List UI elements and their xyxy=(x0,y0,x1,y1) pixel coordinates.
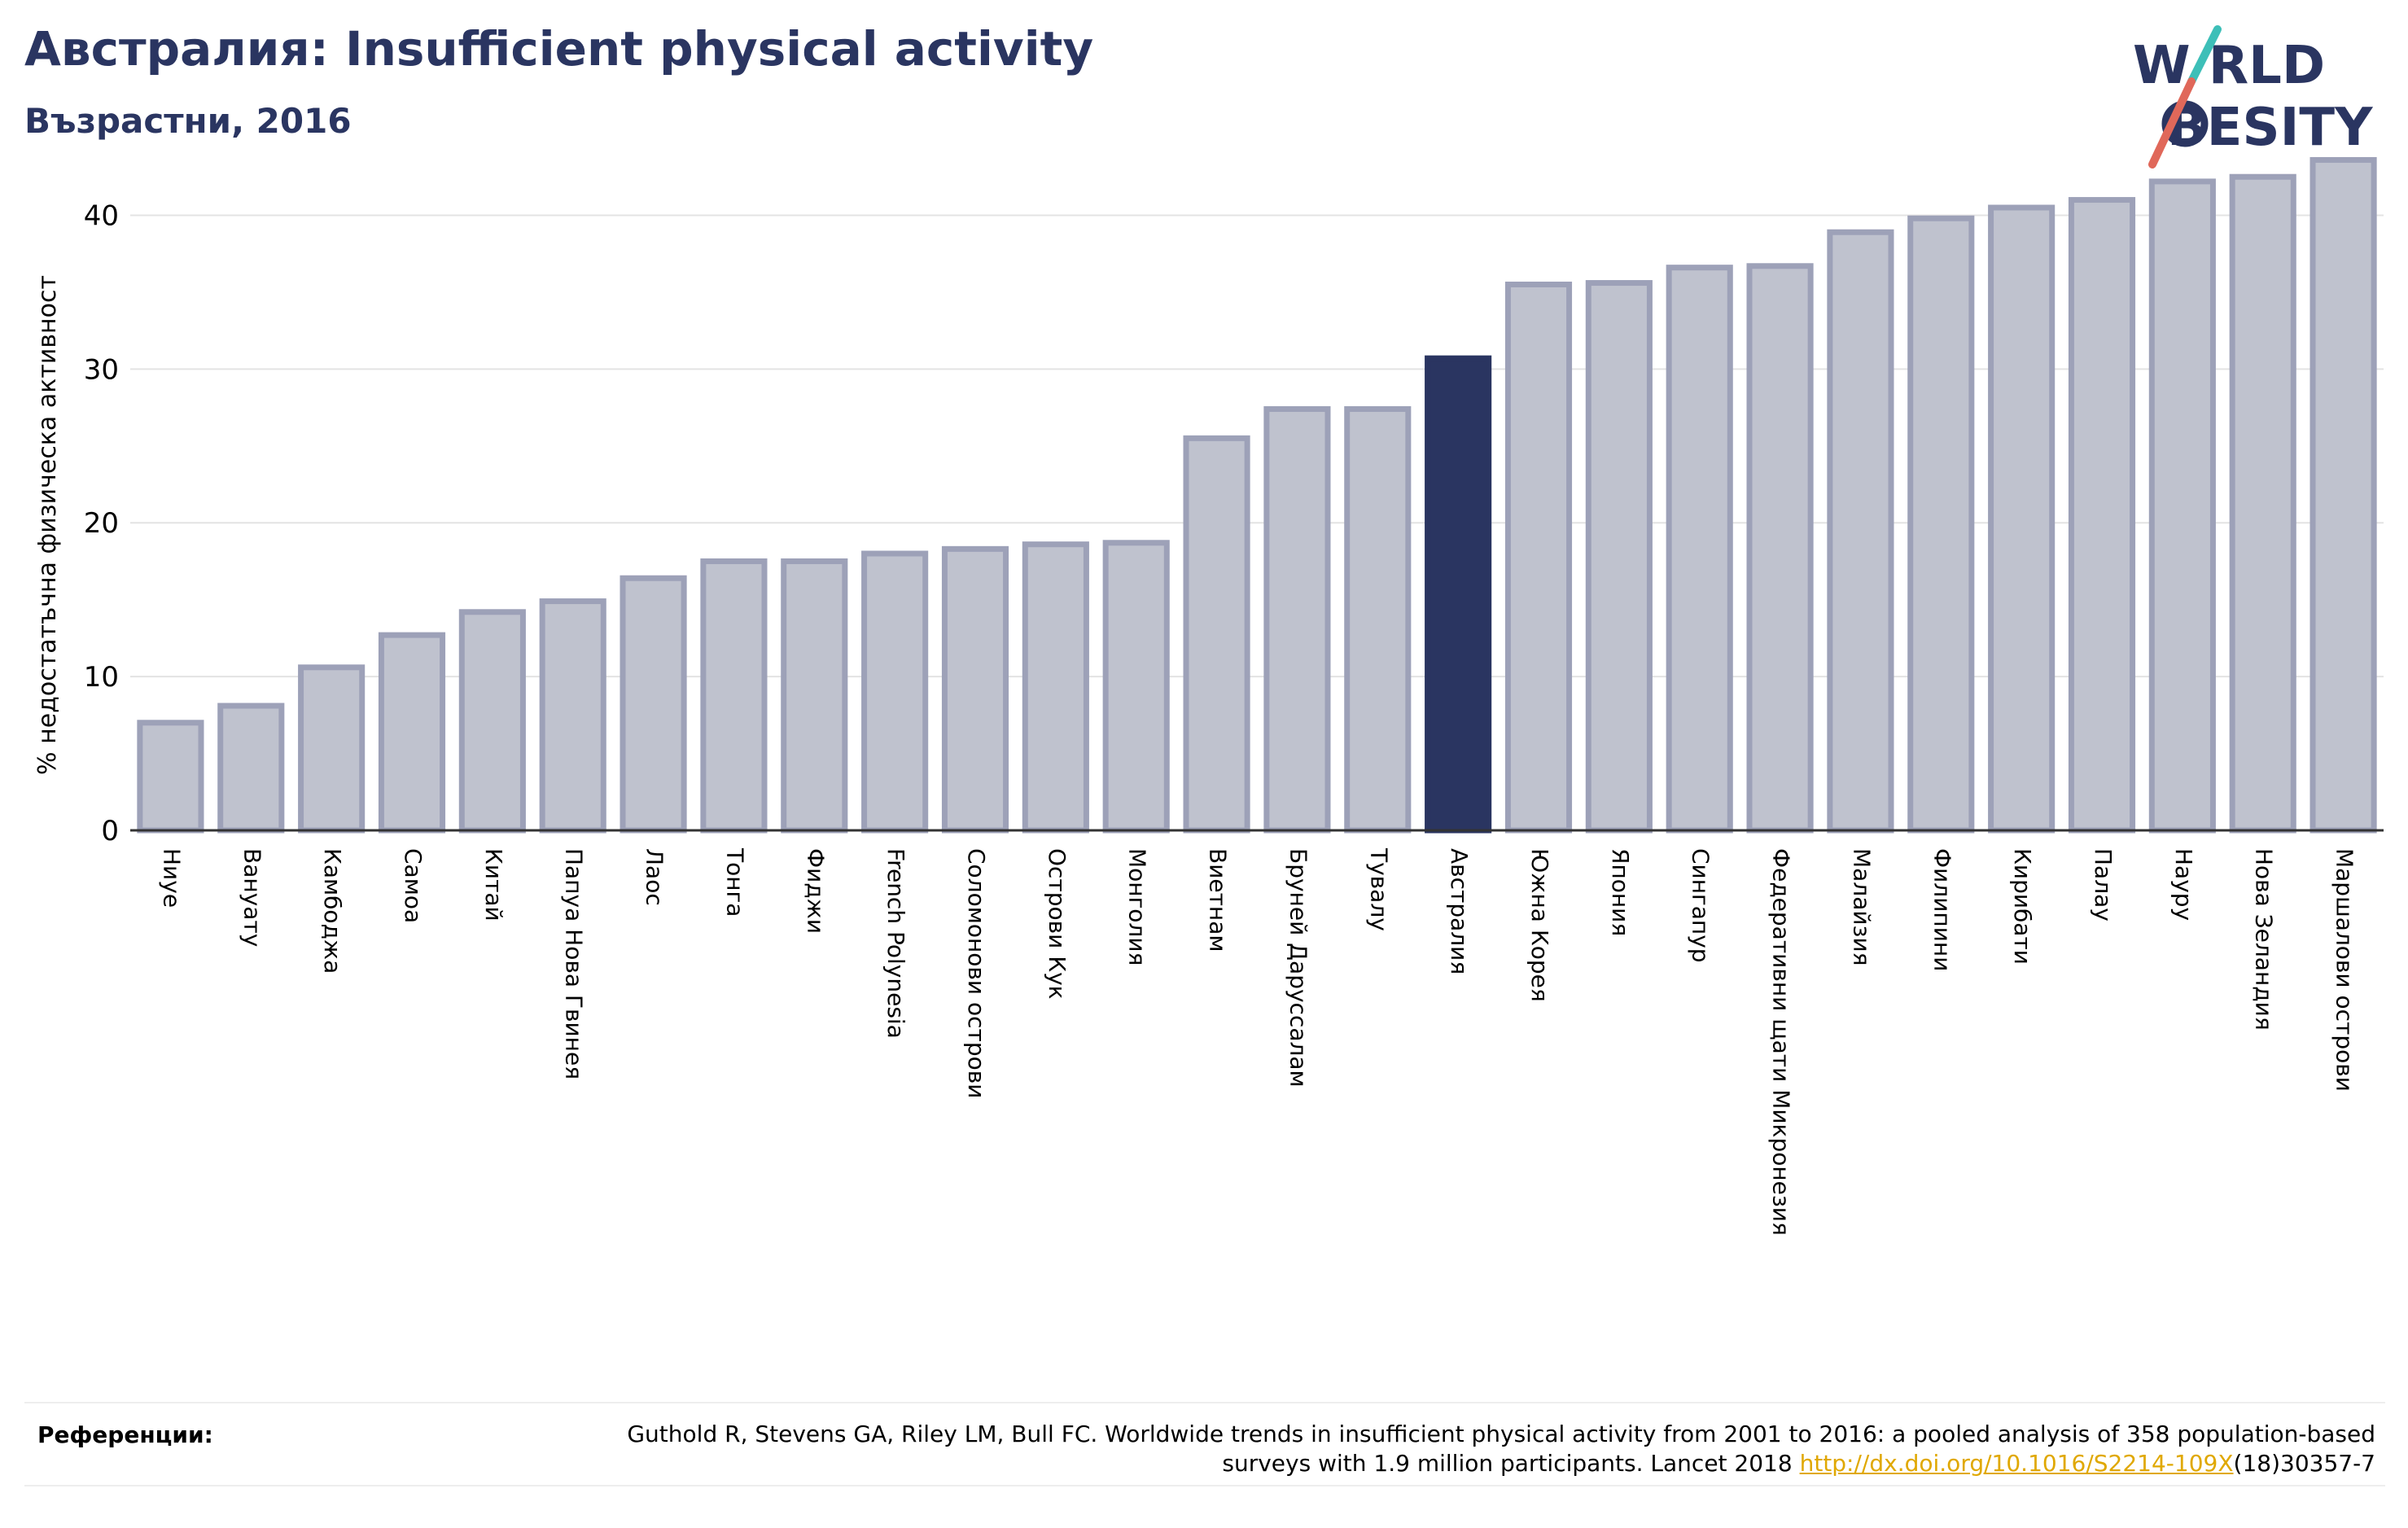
x-tick-label: Лаос xyxy=(641,848,668,906)
x-tick-label: Кирибати xyxy=(2009,848,2036,965)
x-tick-label: Китай xyxy=(480,848,507,922)
x-tick-label: Ниуе xyxy=(158,848,185,908)
bar-8 xyxy=(781,558,848,834)
references-doi-link[interactable]: http://dx.doi.org/10.1016/S2214-109X xyxy=(1799,1450,2234,1477)
x-tick-label: Палау xyxy=(2090,848,2117,922)
logo-slash-teal xyxy=(2187,25,2222,85)
bar-13 xyxy=(1183,435,1250,834)
footer-divider-top xyxy=(24,1402,2385,1403)
x-tick-label: Япония xyxy=(1607,848,1634,936)
bar-5 xyxy=(539,598,606,834)
footer-divider-bottom xyxy=(24,1485,2385,1486)
bar-7 xyxy=(700,558,768,834)
x-tick-label: Тонга xyxy=(721,847,748,917)
page-subtitle: Възрастни, 2016 xyxy=(24,101,352,141)
bar-16 xyxy=(1425,355,1492,834)
logo-line-1: W RLD xyxy=(2133,36,2325,96)
bar-14 xyxy=(1263,405,1331,834)
x-tick-label: Австралия xyxy=(1446,848,1473,974)
bar-6 xyxy=(620,575,687,834)
x-tick-label: Самоа xyxy=(400,848,427,923)
bar-21 xyxy=(1827,229,1894,834)
x-tick-label: Филипини xyxy=(1929,848,1955,971)
x-tick-label: Маршалови острови xyxy=(2331,848,2358,1092)
y-tick-label: 10 xyxy=(84,661,119,694)
bar-3 xyxy=(378,632,446,834)
page-title: Австралия: Insufficient physical activit… xyxy=(24,21,1094,77)
bar-10 xyxy=(941,545,1009,834)
bar-4 xyxy=(458,609,526,834)
bar-1 xyxy=(217,703,285,834)
x-tick-label: Нова Зеландия xyxy=(2251,848,2278,1031)
x-tick-label: Виетнам xyxy=(1205,848,1232,952)
x-tick-label: Вануату xyxy=(239,848,265,947)
bar-chart: 0 10 20 30 40 Ниуе Вануату Камбоджа Самоа Китай П… xyxy=(33,156,2384,1236)
x-tick-label: Острови Кук xyxy=(1044,848,1070,1000)
x-tick-label: Папуа Нова Гвинея xyxy=(561,848,588,1079)
x-tick-label: Тувалу xyxy=(1365,847,1392,931)
bar-2 xyxy=(298,664,366,834)
bar-17 xyxy=(1504,281,1573,834)
y-tick-label: 40 xyxy=(84,199,119,232)
x-tick-label: Южна Корея xyxy=(1526,848,1553,1002)
x-tick-label: Сингапур xyxy=(1688,848,1714,963)
bar-22 xyxy=(1907,215,1975,834)
x-tick-label: Науру xyxy=(2170,848,2197,921)
chart-bars xyxy=(137,156,2377,834)
references-label: Референции: xyxy=(37,1421,213,1448)
bar-19 xyxy=(1666,265,1733,834)
y-tick-label: 30 xyxy=(84,353,119,386)
y-tick-label: 0 xyxy=(101,815,119,847)
bar-24 xyxy=(2068,197,2136,834)
logo-slash-red xyxy=(2148,77,2196,169)
bar-25 xyxy=(2148,178,2216,834)
references-citation: Guthold R, Stevens GA, Riley LM, Bull FC… xyxy=(627,1421,2375,1477)
bar-12 xyxy=(1102,540,1170,834)
x-tick-label: Соломонови острови xyxy=(963,848,990,1098)
x-tick-label: Камбоджа xyxy=(319,848,346,974)
bar-18 xyxy=(1585,280,1653,834)
bar-0 xyxy=(137,720,204,834)
references-text: Guthold R, Stevens GA, Riley LM, Bull FC… xyxy=(584,1420,2375,1478)
y-axis-label: % недостатъчна физическа активност xyxy=(33,275,62,775)
bar-26 xyxy=(2229,173,2296,834)
world-obesity-logo: W RLD BESITY xyxy=(2133,25,2373,169)
bar-15 xyxy=(1344,405,1412,834)
bar-9 xyxy=(861,550,929,834)
x-axis-labels: Ниуе Вануату Камбоджа Самоа Китай Папуа Нова … xyxy=(158,847,2358,1236)
bar-11 xyxy=(1022,541,1089,834)
x-tick-label: Фиджи xyxy=(802,848,829,934)
x-tick-label: Федеративни щати Микронезия xyxy=(1768,848,1795,1236)
bar-20 xyxy=(1746,263,1814,834)
x-tick-label: Малайзия xyxy=(1848,848,1875,966)
bar-27 xyxy=(2309,156,2377,834)
references-citation-end: (18)30357-7 xyxy=(2233,1450,2375,1477)
y-axis-ticks: 0 10 20 30 40 xyxy=(84,199,119,847)
x-tick-label: Бруней Даруссалам xyxy=(1285,848,1311,1088)
x-tick-label: Монголия xyxy=(1124,848,1151,965)
bar-23 xyxy=(1988,204,2056,834)
x-tick-label: French Polynesia xyxy=(882,848,909,1039)
y-tick-label: 20 xyxy=(84,507,119,540)
